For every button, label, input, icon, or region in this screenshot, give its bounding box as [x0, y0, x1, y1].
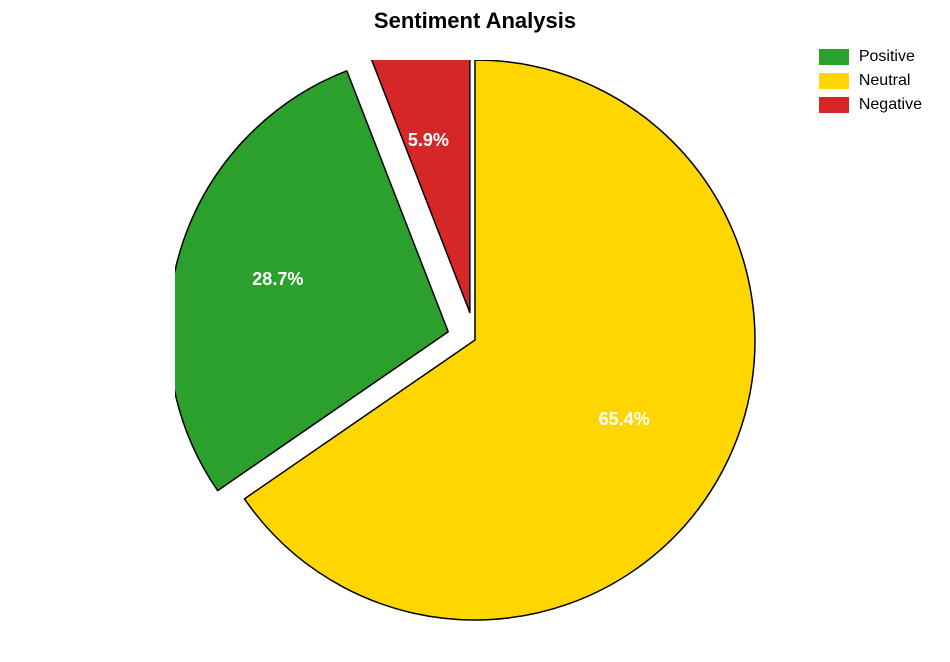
legend-swatch-neutral	[819, 73, 849, 89]
chart-legend: Positive Neutral Negative	[819, 48, 922, 120]
pie-label-negative: 5.9%	[408, 130, 449, 151]
legend-label-positive: Positive	[859, 48, 915, 66]
legend-item-neutral: Neutral	[819, 72, 922, 90]
chart-title: Sentiment Analysis	[0, 8, 950, 34]
pie-svg	[175, 60, 775, 640]
legend-item-positive: Positive	[819, 48, 922, 66]
legend-swatch-negative	[819, 97, 849, 113]
legend-label-neutral: Neutral	[859, 72, 911, 90]
legend-swatch-positive	[819, 49, 849, 65]
pie-label-positive: 28.7%	[252, 269, 303, 290]
sentiment-pie-chart: Sentiment Analysis 65.4% 28.7% 5.9% Positi…	[0, 0, 950, 662]
legend-label-negative: Negative	[859, 96, 922, 114]
pie-label-neutral: 65.4%	[599, 409, 650, 430]
legend-item-negative: Negative	[819, 96, 922, 114]
